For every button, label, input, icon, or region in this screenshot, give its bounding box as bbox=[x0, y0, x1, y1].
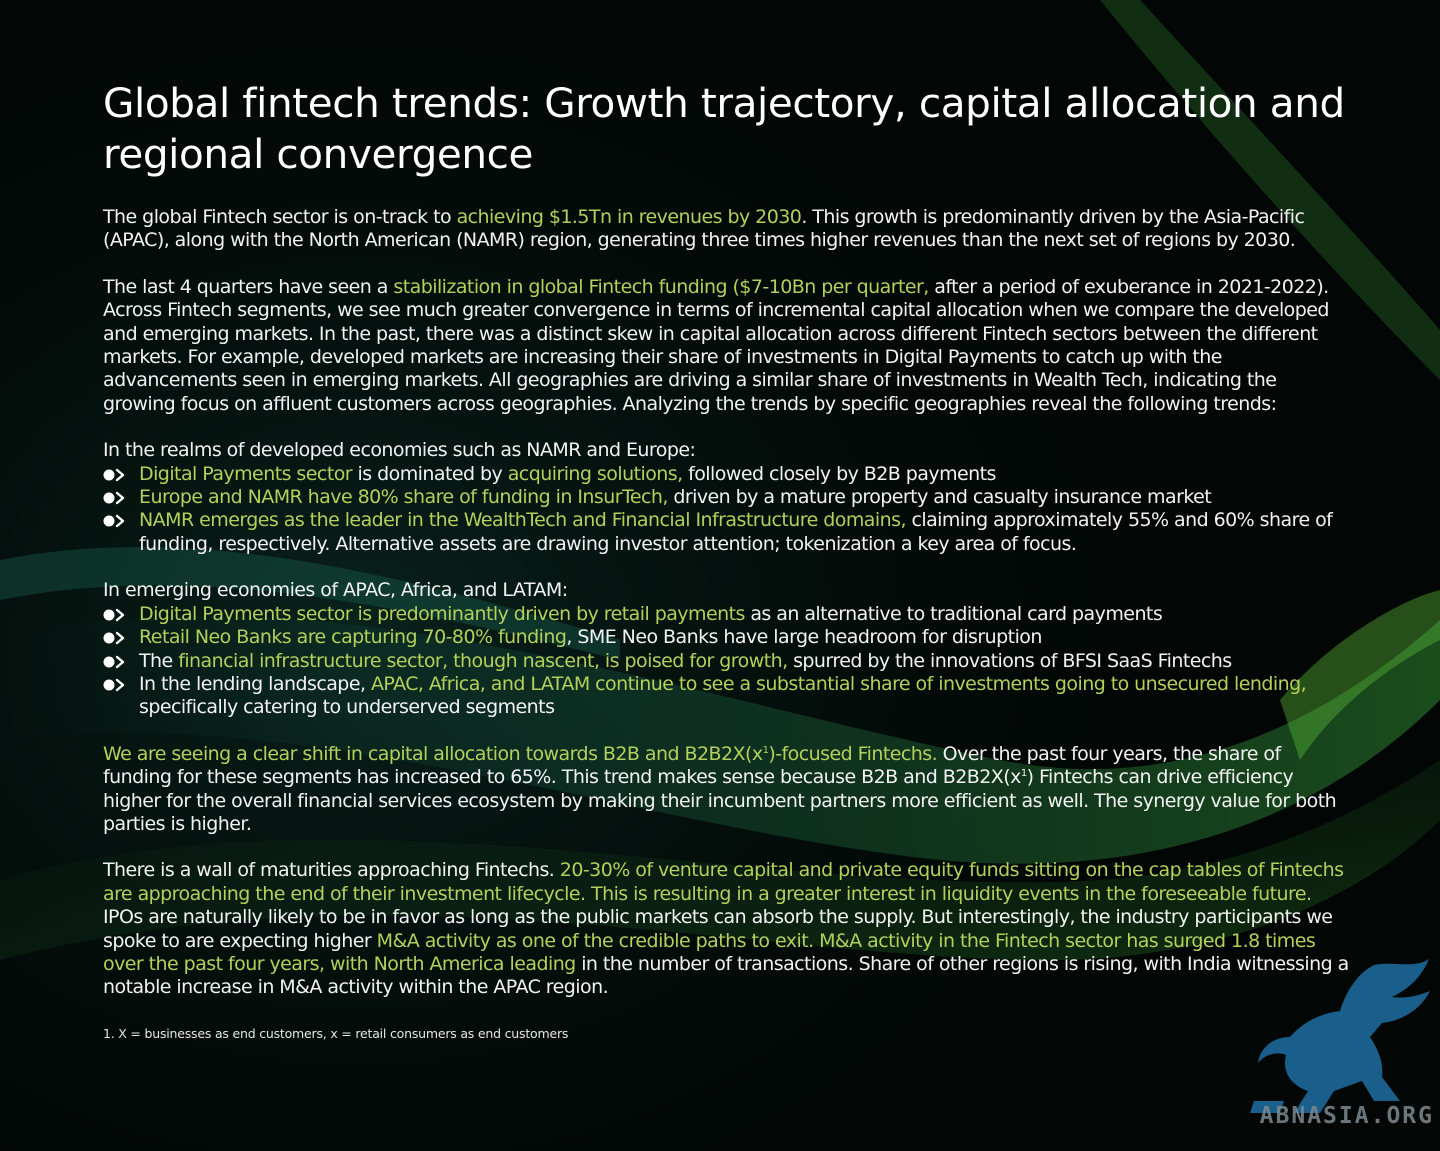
highlighted-text: Digital Payments sector is predominantly… bbox=[139, 602, 745, 625]
developed-economies-intro: In the realms of developed economies suc… bbox=[103, 439, 696, 462]
footnote: 1. X = businesses as end customers, x = … bbox=[103, 1025, 569, 1041]
highlighted-text: 1 bbox=[762, 744, 769, 756]
body-text: is dominated by bbox=[352, 462, 508, 485]
highlighted-text: M&A activity as one of the credible path… bbox=[103, 929, 1316, 975]
highlighted-text: financial infrastructure sector, though … bbox=[178, 649, 788, 672]
body-text: claiming approximately 55% and 60% share… bbox=[139, 509, 1333, 555]
body-text: The bbox=[139, 649, 179, 672]
highlighted-text: We are seeing a clear shift in capital a… bbox=[103, 742, 763, 765]
body-text: specifically catering to underserved seg… bbox=[139, 696, 555, 719]
paragraph-funding-stabilization: The last 4 quarters have seen a stabiliz… bbox=[103, 276, 1353, 416]
emerging-economies-list: Digital Payments sector is predominantly… bbox=[103, 603, 1353, 720]
emerging-economies-intro: In emerging economies of APAC, Africa, a… bbox=[103, 579, 568, 602]
page-title: Global fintech trends: Growth trajectory… bbox=[103, 79, 1345, 178]
griffin-logo-icon bbox=[1250, 959, 1430, 1113]
body-text: Over the past four years, the share of f… bbox=[103, 742, 1281, 789]
highlighted-text: Retail Neo Banks are capturing 70-80% fu… bbox=[139, 626, 567, 649]
bullet-item: Retail Neo Banks are capturing 70-80% fu… bbox=[103, 626, 1353, 649]
highlighted-text: APAC, Africa, and LATAM continue to see … bbox=[370, 672, 1307, 695]
bullet-item: In the lending landscape, APAC, Africa, … bbox=[103, 673, 1353, 720]
body-text: as an alternative to traditional card pa… bbox=[744, 602, 1163, 625]
body-text: after a period of exuberance in 2021-202… bbox=[103, 275, 1329, 415]
bullet-item: Digital Payments sector is dominated by … bbox=[103, 463, 1353, 486]
body-text: There is a wall of maturities approachin… bbox=[103, 859, 560, 882]
developed-economies-list: Digital Payments sector is dominated by … bbox=[103, 463, 1353, 557]
document-body: Global fintech trends: Growth trajectory… bbox=[103, 78, 1353, 1041]
body-text: in the number of transactions. Share of … bbox=[103, 952, 1349, 999]
highlighted-text: acquiring solutions, bbox=[507, 462, 683, 485]
highlighted-text: NAMR emerges as the leader in the Wealth… bbox=[139, 509, 907, 532]
body-text: spurred by the innovations of BFSI SaaS … bbox=[787, 649, 1232, 672]
bullet-arrow-icon bbox=[103, 655, 125, 668]
body-text: The last 4 quarters have seen a bbox=[103, 275, 394, 298]
highlighted-text: )-focused Fintechs. bbox=[768, 742, 938, 765]
paragraph-b2b-shift: We are seeing a clear shift in capital a… bbox=[103, 743, 1353, 837]
body-text: , SME Neo Banks have large headroom for … bbox=[566, 626, 1042, 649]
body-text: . This growth is predominantly driven by… bbox=[103, 206, 1305, 252]
paragraph-maturities-wall: There is a wall of maturities approachin… bbox=[103, 859, 1353, 999]
highlighted-text: stabilization in global Fintech funding … bbox=[393, 275, 929, 298]
bullet-arrow-icon bbox=[103, 491, 125, 505]
highlighted-text: Digital Payments sector bbox=[139, 462, 353, 485]
bullet-item: Europe and NAMR have 80% share of fundin… bbox=[103, 486, 1353, 509]
paragraph-revenue-growth: The global Fintech sector is on-track to… bbox=[103, 206, 1353, 253]
body-text: The global Fintech sector is on-track to bbox=[103, 206, 457, 228]
body-text: In the lending landscape, bbox=[139, 672, 371, 695]
bullet-arrow-icon bbox=[103, 631, 125, 645]
body-text: driven by a mature property and casualty… bbox=[667, 486, 1212, 509]
body-text: followed closely by B2B payments bbox=[682, 462, 996, 485]
highlighted-text: achieving $1.5Tn in revenues by 2030 bbox=[456, 206, 802, 228]
body-text: 1 bbox=[1020, 768, 1027, 780]
bullet-arrow-icon bbox=[103, 678, 125, 692]
highlighted-text: 20-30% of venture capital and private eq… bbox=[103, 859, 1344, 905]
bullet-arrow-icon bbox=[103, 468, 125, 481]
body-text: IPOs are naturally likely to be in favor… bbox=[103, 906, 1333, 952]
watermark-text: ABNASIA.ORG bbox=[1259, 1103, 1434, 1129]
bullet-item: The financial infrastructure sector, tho… bbox=[103, 650, 1353, 673]
bullet-item: NAMR emerges as the leader in the Wealth… bbox=[103, 509, 1353, 556]
highlighted-text: Europe and NAMR have 80% share of fundin… bbox=[139, 486, 668, 509]
bullet-arrow-icon bbox=[103, 608, 125, 621]
body-text: ) Fintechs can drive efficiency higher f… bbox=[103, 766, 1337, 835]
bullet-arrow-icon bbox=[103, 515, 125, 528]
bullet-item: Digital Payments sector is predominantly… bbox=[103, 603, 1353, 626]
